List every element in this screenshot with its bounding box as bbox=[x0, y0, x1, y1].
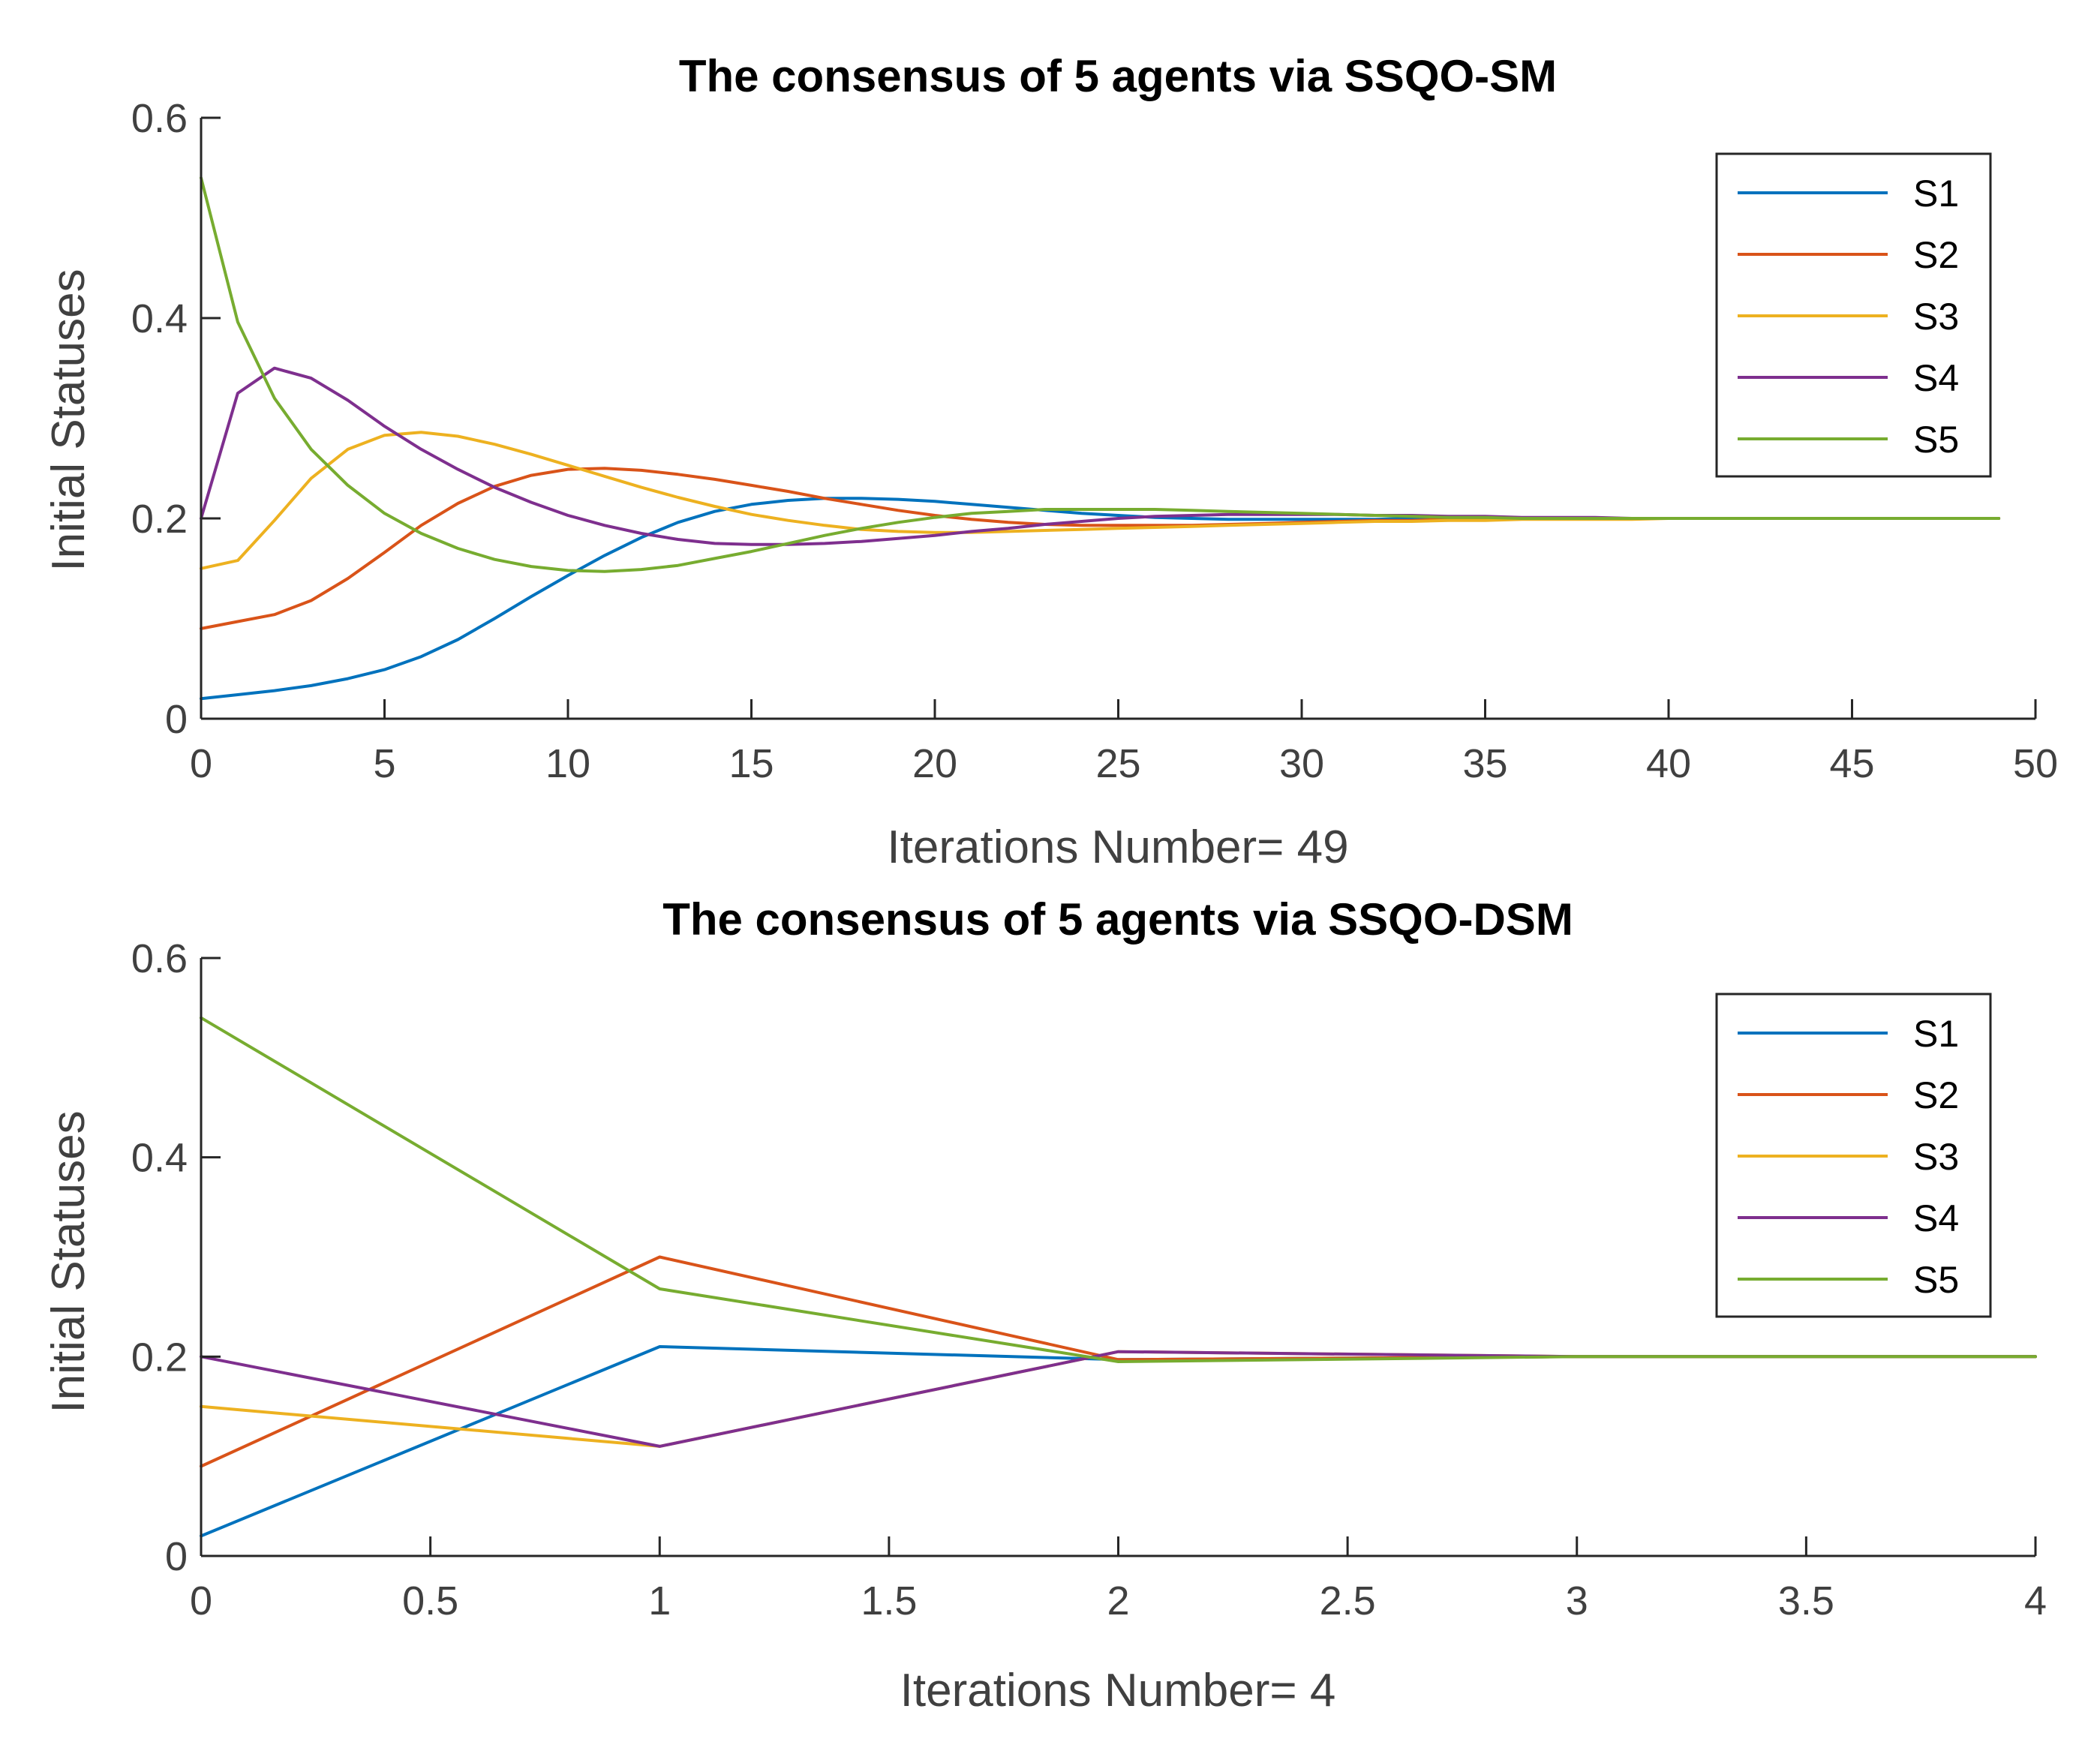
x-tick-label: 2.5 bbox=[1320, 1578, 1376, 1623]
x-tick-label: 0.5 bbox=[402, 1578, 458, 1623]
chart-ssqo-dsm: The consensus of 5 agents via SSQO-DSM I… bbox=[43, 894, 2047, 1716]
x-tick-label: 2 bbox=[1107, 1578, 1129, 1623]
legend-label-s2: S2 bbox=[1913, 234, 1959, 276]
y-tick-label: 0.4 bbox=[131, 296, 188, 341]
x-tick-label: 30 bbox=[1279, 741, 1324, 786]
tick-layer: 0 0.5 1 1.5 2 2.5 3 3.5 4 0 0.2 0.4 0.6 bbox=[131, 936, 2047, 1623]
legend-label-s5: S5 bbox=[1913, 1259, 1959, 1301]
x-tick-label: 40 bbox=[1646, 741, 1691, 786]
x-tick-label: 20 bbox=[912, 741, 957, 786]
y-tick-label: 0.2 bbox=[131, 1335, 188, 1380]
y-tick-label: 0 bbox=[165, 1534, 188, 1579]
x-axis-label: Iterations Number= 4 bbox=[900, 1665, 1336, 1716]
axes bbox=[200, 116, 2037, 720]
legend-label-s1: S1 bbox=[1913, 173, 1959, 215]
chart-title: The consensus of 5 agents via SSQO-SM bbox=[679, 51, 1557, 101]
y-tick-label: 0.2 bbox=[131, 497, 188, 542]
x-tick-label: 4 bbox=[2024, 1578, 2047, 1623]
legend-label-s2: S2 bbox=[1913, 1074, 1959, 1116]
x-tick-label: 45 bbox=[1829, 741, 1874, 786]
x-tick-label: 5 bbox=[373, 741, 395, 786]
tick-layer: 0 5 10 15 20 25 30 35 40 45 50 0 0.2 0.4 0.6 bbox=[131, 96, 2058, 786]
x-tick-label: 25 bbox=[1095, 741, 1140, 786]
x-tick-label: 3.5 bbox=[1778, 1578, 1834, 1623]
chart-ssqo-sm: The consensus of 5 agents via SSQO-SM It… bbox=[43, 51, 2058, 873]
y-tick-label: 0.6 bbox=[131, 96, 188, 141]
x-axis-label: Iterations Number= 49 bbox=[887, 821, 1348, 873]
legend-label-s3: S3 bbox=[1913, 296, 1959, 338]
y-axis-label: Initial Statuses bbox=[43, 1110, 95, 1413]
x-tick-label: 10 bbox=[545, 741, 590, 786]
legend: S1 S2 S3 S4 S5 bbox=[1715, 152, 1992, 478]
x-tick-label: 15 bbox=[729, 741, 774, 786]
legend-label-s3: S3 bbox=[1913, 1136, 1959, 1178]
y-tick-label: 0.6 bbox=[131, 936, 188, 981]
series-line-s5 bbox=[200, 176, 2001, 573]
x-tick-label: 35 bbox=[1462, 741, 1507, 786]
chart-title: The consensus of 5 agents via SSQO-DSM bbox=[662, 894, 1573, 945]
x-tick-label: 0 bbox=[190, 741, 212, 786]
legend-label-s4: S4 bbox=[1913, 1197, 1959, 1239]
series-line-s5 bbox=[200, 1016, 2037, 1363]
series-layer bbox=[200, 176, 2001, 701]
legend: S1 S2 S3 S4 S5 bbox=[1715, 993, 1992, 1318]
x-tick-label: 3 bbox=[1566, 1578, 1588, 1623]
y-axis-label: Initial Statuses bbox=[43, 269, 95, 571]
x-tick-label: 0 bbox=[190, 1578, 212, 1623]
x-tick-label: 50 bbox=[2013, 741, 2058, 786]
legend-label-s4: S4 bbox=[1913, 357, 1959, 399]
y-tick-label: 0 bbox=[165, 697, 188, 742]
x-tick-label: 1 bbox=[648, 1578, 671, 1623]
x-tick-label: 1.5 bbox=[861, 1578, 917, 1623]
legend-label-s1: S1 bbox=[1913, 1013, 1959, 1055]
legend-label-s5: S5 bbox=[1913, 419, 1959, 461]
series-layer bbox=[200, 1016, 2037, 1538]
y-tick-label: 0.4 bbox=[131, 1136, 188, 1181]
axes bbox=[200, 957, 2037, 1557]
